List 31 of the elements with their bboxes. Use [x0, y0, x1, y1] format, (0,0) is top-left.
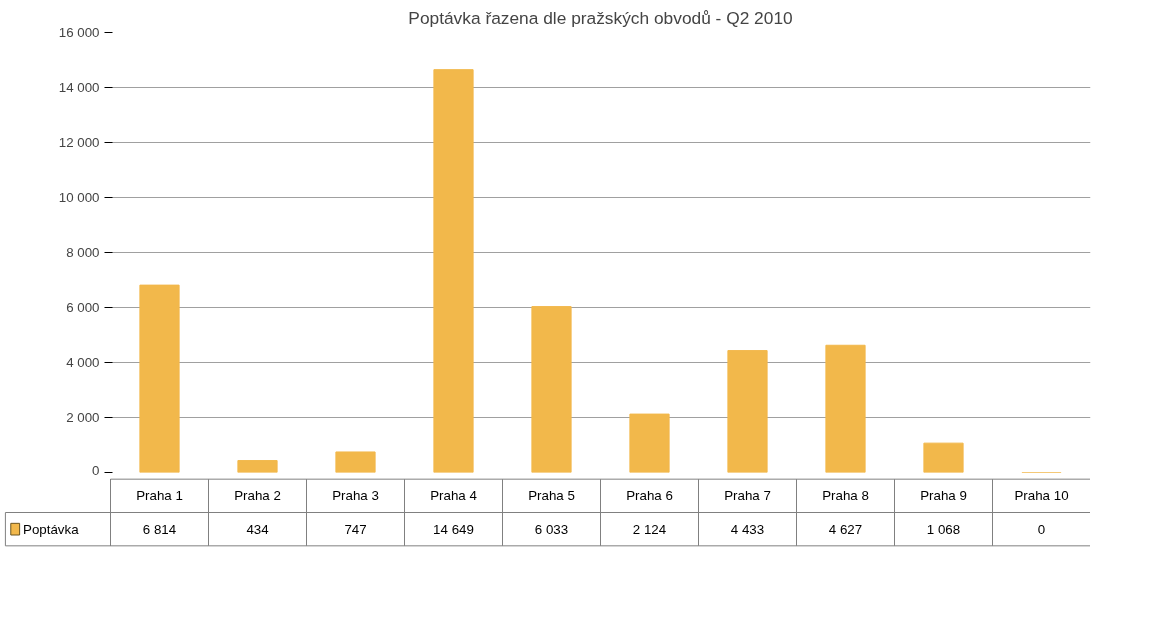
data-label: 747 [344, 521, 367, 537]
y-tick-label: 0 [92, 462, 100, 478]
chart-title: Poptávka řazena dle pražských obvodů - Q2 2010 [408, 7, 793, 28]
data-label: 434 [246, 521, 270, 537]
y-tick-label: 12 000 [58, 135, 100, 150]
x-tick-label: Praha 9 [920, 488, 967, 504]
x-tick-label: Praha 10 [1014, 488, 1069, 504]
data-label: 6 814 [142, 521, 177, 537]
y-tick-label: 16 000 [58, 25, 100, 40]
legend-label: Poptávka [23, 521, 80, 537]
data-label: 4 433 [730, 521, 765, 537]
x-tick-label: Praha 4 [430, 488, 478, 504]
y-tick-label: 10 000 [58, 190, 100, 205]
data-label: 2 124 [632, 521, 667, 537]
data-label: 0 [1037, 521, 1046, 537]
y-tick-label: 6 000 [66, 300, 100, 315]
y-tick-label: 4 000 [66, 355, 100, 370]
x-tick-label: Praha 7 [724, 488, 771, 504]
x-tick-label: Praha 1 [136, 488, 183, 504]
x-tick-label: Praha 6 [626, 488, 673, 504]
data-label: 14 649 [433, 521, 474, 537]
x-tick-label: Praha 8 [822, 488, 869, 504]
x-tick-label: Praha 3 [332, 488, 379, 504]
y-tick-label: 8 000 [66, 245, 100, 260]
data-label: 4 627 [828, 521, 863, 537]
y-tick-label: 14 000 [58, 80, 100, 95]
x-tick-label: Praha 5 [528, 488, 575, 504]
x-tick-label: Praha 2 [234, 488, 281, 504]
data-label: 6 033 [534, 521, 569, 537]
y-tick-label: 2 000 [66, 410, 100, 425]
data-label: 1 068 [926, 521, 961, 537]
